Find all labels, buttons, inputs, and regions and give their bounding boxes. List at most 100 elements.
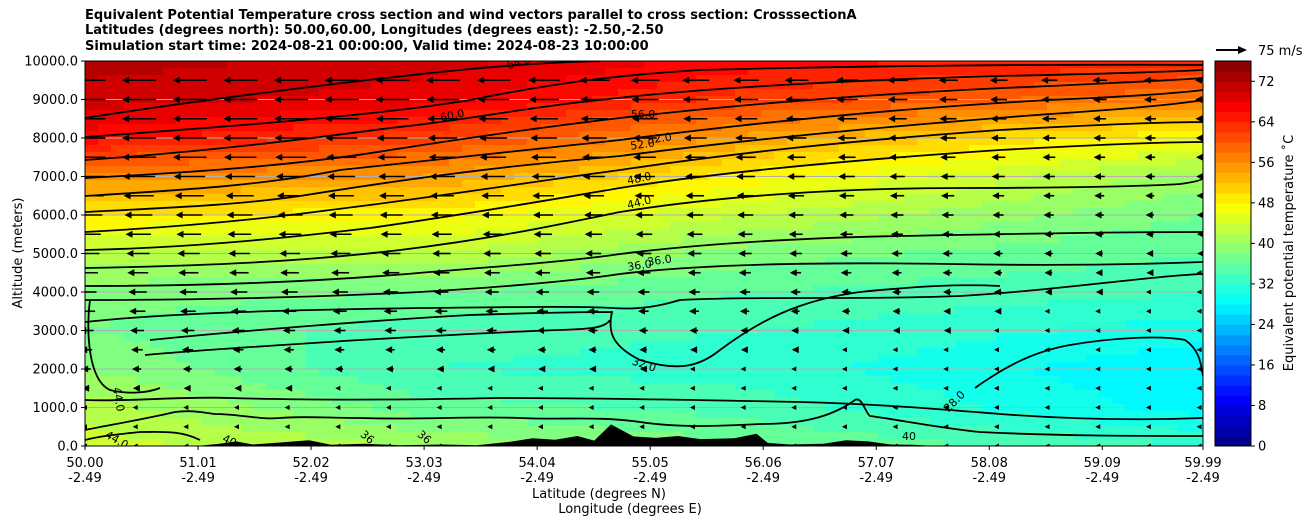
field-cell: [137, 124, 151, 132]
field-cell: [644, 103, 658, 111]
field-cell: [982, 418, 996, 426]
field-cell: [930, 390, 944, 398]
field-cell: [1047, 299, 1061, 307]
field-cell: [98, 320, 112, 328]
field-cell: [1164, 376, 1178, 384]
field-cell: [670, 432, 684, 440]
field-cell: [319, 341, 333, 349]
field-cell: [657, 306, 671, 314]
field-cell: [761, 292, 775, 300]
field-cell: [969, 236, 983, 244]
field-cell: [787, 390, 801, 398]
field-cell: [917, 432, 931, 440]
field-cell: [696, 306, 710, 314]
field-cell: [1008, 271, 1022, 279]
field-cell: [488, 229, 502, 237]
field-cell: [878, 306, 892, 314]
field-cell: [358, 271, 372, 279]
field-cell: [878, 369, 892, 377]
field-cell: [1086, 194, 1100, 202]
field-cell: [761, 348, 775, 356]
field-cell: [501, 425, 515, 433]
field-cell: [189, 306, 203, 314]
field-cell: [371, 432, 385, 440]
field-cell: [826, 236, 840, 244]
field-cell: [228, 348, 242, 356]
field-cell: [657, 138, 671, 146]
field-cell: [163, 313, 177, 321]
field-cell: [436, 341, 450, 349]
field-cell: [683, 334, 697, 342]
field-cell: [449, 208, 463, 216]
field-cell: [1138, 82, 1152, 90]
field-cell: [189, 355, 203, 363]
field-cell: [670, 299, 684, 307]
wind-vector-head: [122, 134, 130, 142]
field-cell: [982, 103, 996, 111]
field-cell: [722, 355, 736, 363]
field-cell: [553, 166, 567, 174]
field-cell: [293, 75, 307, 83]
field-cell: [1073, 320, 1087, 328]
field-cell: [592, 334, 606, 342]
field-cell: [540, 355, 554, 363]
field-cell: [1008, 299, 1022, 307]
field-cell: [982, 243, 996, 251]
field-cell: [917, 411, 931, 419]
field-cell: [878, 103, 892, 111]
field-cell: [475, 145, 489, 153]
field-cell: [839, 201, 853, 209]
field-cell: [1073, 271, 1087, 279]
field-cell: [735, 292, 749, 300]
field-cell: [930, 257, 944, 265]
field-cell: [1177, 68, 1191, 76]
field-cell: [150, 145, 164, 153]
field-cell: [631, 159, 645, 167]
field-cell: [1190, 355, 1203, 363]
field-cell: [501, 187, 515, 195]
field-cell: [709, 376, 723, 384]
field-cell: [839, 222, 853, 230]
field-cell: [462, 201, 476, 209]
field-cell: [475, 131, 489, 139]
field-cell: [956, 397, 970, 405]
field-cell: [176, 159, 190, 167]
field-cell: [111, 292, 125, 300]
field-cell: [566, 201, 580, 209]
field-cell: [1008, 201, 1022, 209]
wind-vector-head: [223, 134, 231, 142]
field-cell: [592, 152, 606, 160]
field-cell: [865, 376, 879, 384]
field-cell: [397, 68, 411, 76]
field-cell: [1125, 89, 1139, 97]
field-cell: [280, 187, 294, 195]
field-cell: [644, 313, 658, 321]
field-cell: [449, 439, 463, 446]
field-cell: [319, 348, 333, 356]
field-cell: [735, 320, 749, 328]
field-cell: [449, 201, 463, 209]
field-cell: [475, 180, 489, 188]
field-cell: [150, 432, 164, 440]
field-cell: [917, 292, 931, 300]
field-cell: [657, 348, 671, 356]
field-cell: [865, 222, 879, 230]
field-cell: [618, 341, 632, 349]
field-cell: [839, 292, 853, 300]
field-cell: [1164, 110, 1178, 118]
field-cell: [1099, 194, 1113, 202]
chart-title-line-2: Latitudes (degrees north): 50.00,60.00, …: [85, 23, 664, 38]
field-cell: [345, 376, 359, 384]
field-cell: [423, 194, 437, 202]
field-cell: [982, 271, 996, 279]
field-cell: [709, 411, 723, 419]
field-cell: [1099, 187, 1113, 195]
field-cell: [462, 348, 476, 356]
field-cell: [1151, 110, 1165, 118]
field-cell: [527, 215, 541, 223]
chart-title-line-3: Simulation start time: 2024-08-21 00:00:…: [85, 39, 649, 54]
field-cell: [1164, 411, 1178, 419]
field-cell: [254, 159, 268, 167]
field-cell: [709, 222, 723, 230]
field-cell: [579, 299, 593, 307]
